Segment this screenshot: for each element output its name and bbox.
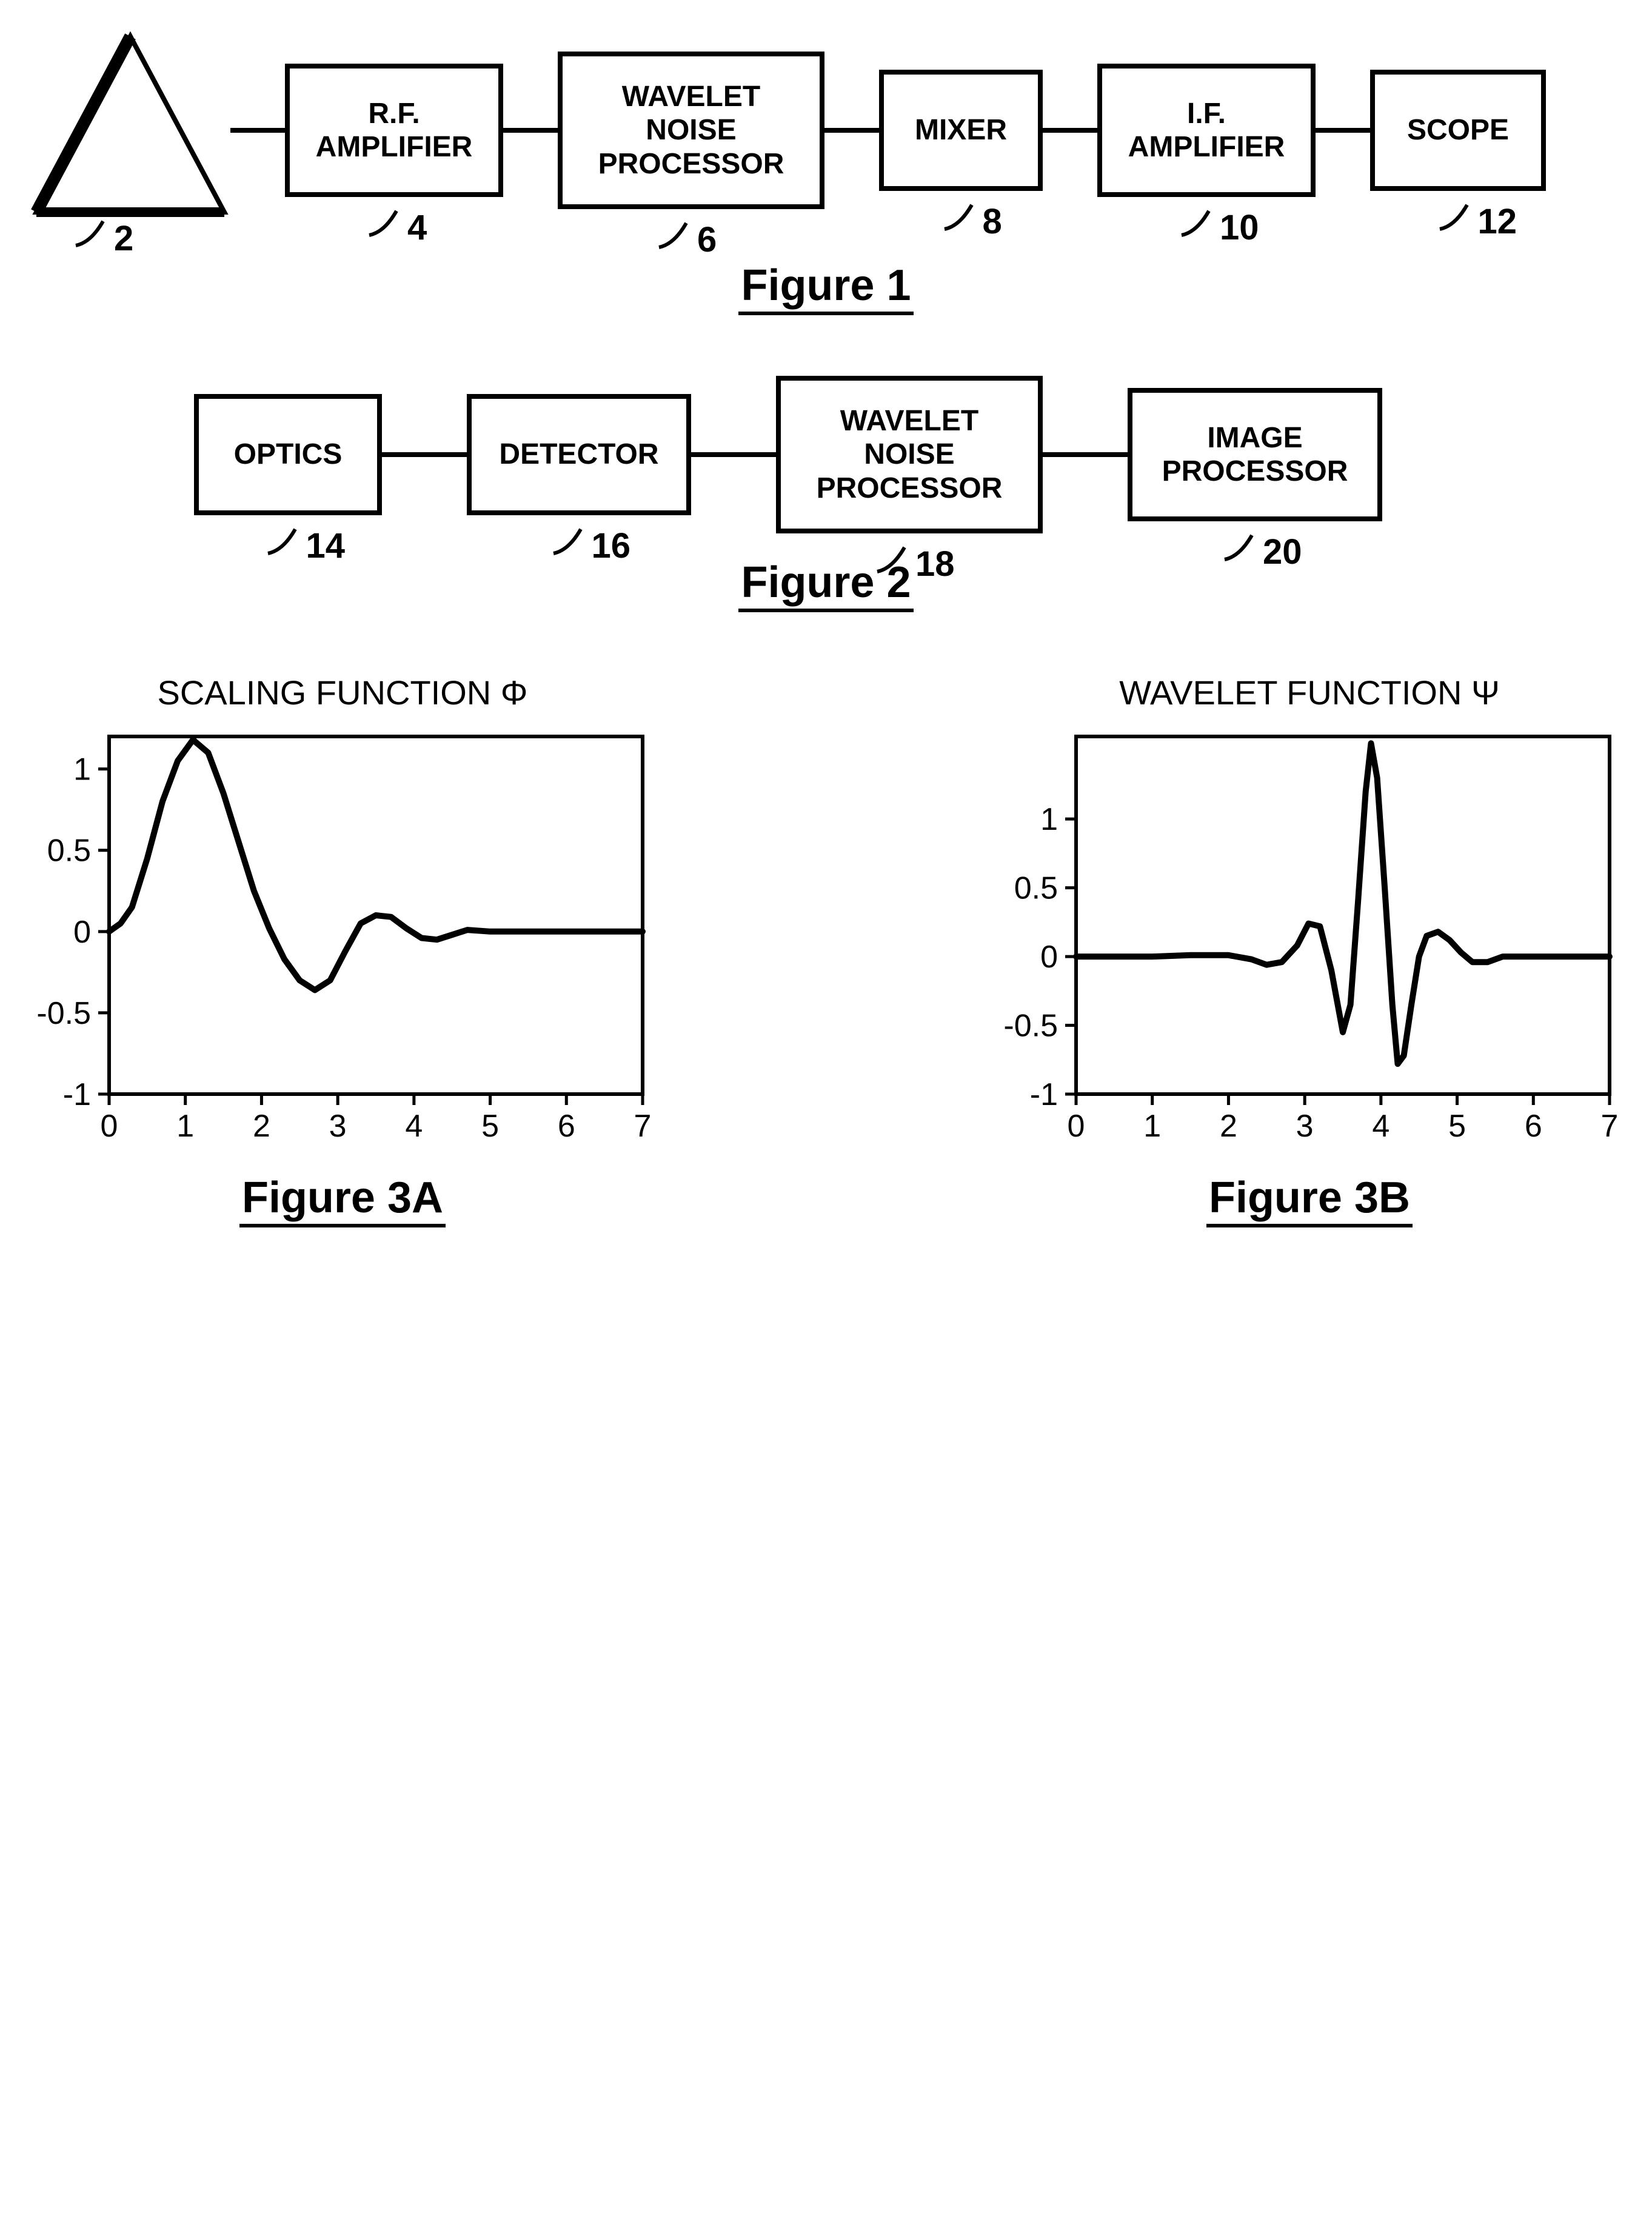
chart-3a-container: SCALING FUNCTION Φ 0 1 2 3 4 5 6 7 -1 -0.5 0 0.5 1 F… (24, 673, 661, 1227)
figure-label-text: Figure 3A (239, 1173, 446, 1227)
ref-number: 10 (1220, 208, 1259, 249)
svg-text:7: 7 (634, 1109, 652, 1144)
block-wavelet-noise-processor: WAVELETNOISEPROCESSOR18 (776, 376, 1043, 533)
svg-text:-0.5: -0.5 (36, 996, 91, 1031)
ref-number: 8 (983, 202, 1002, 242)
figure-2-section: OPTICS14DETECTOR16WAVELETNOISEPROCESSOR1… (24, 376, 1628, 612)
svg-text:6: 6 (1525, 1109, 1542, 1144)
ref-number: 12 (1478, 202, 1517, 242)
svg-text:6: 6 (558, 1109, 575, 1144)
connector (1043, 452, 1128, 457)
svg-text:0: 0 (1068, 1109, 1085, 1144)
block-label: WAVELETNOISEPROCESSOR (598, 80, 784, 181)
block-scope: SCOPE12 (1370, 70, 1546, 191)
svg-text:1: 1 (73, 752, 91, 787)
block-label: DETECTOR (499, 438, 658, 471)
block-i-f-amplifier: I.F.AMPLIFIER10 (1097, 64, 1316, 197)
block-label: IMAGEPROCESSOR (1162, 421, 1348, 488)
connector (824, 128, 879, 133)
svg-text:1: 1 (1040, 802, 1058, 837)
block-label: I.F.AMPLIFIER (1128, 97, 1285, 164)
connector (691, 452, 776, 457)
chart-3b-title: WAVELET FUNCTION Ψ (1119, 673, 1500, 712)
svg-text:1: 1 (1143, 1109, 1161, 1144)
figure-1-section: 2 R.F.AMPLIFIER4WAVELETNOISEPROCESSOR6MI… (24, 24, 1628, 315)
ref-number: 14 (306, 526, 346, 567)
block-ref-label: 20 (1222, 532, 1302, 573)
chart-3b-plot: 0 1 2 3 4 5 6 7 -1 -0.5 0 0.5 1 (991, 718, 1628, 1155)
block-image-processor: IMAGEPROCESSOR20 (1128, 388, 1382, 521)
svg-text:-0.5: -0.5 (1003, 1009, 1058, 1044)
block-ref-label: 14 (265, 526, 346, 567)
connector (382, 452, 467, 457)
svg-text:3: 3 (1296, 1109, 1314, 1144)
block-ref-label: 12 (1437, 202, 1517, 242)
block-ref-label: 18 (874, 544, 955, 585)
block-r-f-amplifier: R.F.AMPLIFIER4 (285, 64, 503, 197)
block-optics: OPTICS14 (194, 394, 382, 515)
figure-2-diagram: OPTICS14 DETECTOR16 WAVELETNOISEPROCESSOR1… (194, 376, 1628, 533)
svg-text:5: 5 (1448, 1109, 1466, 1144)
svg-text:0: 0 (101, 1109, 118, 1144)
block-label: MIXER (915, 113, 1007, 147)
svg-text:-1: -1 (63, 1077, 91, 1112)
block-ref-label: 4 (366, 208, 427, 249)
svg-text:0: 0 (1040, 940, 1058, 975)
block-ref-label: 10 (1179, 208, 1259, 249)
svg-text:-1: -1 (1030, 1077, 1058, 1112)
block-wavelet-noise-processor: WAVELETNOISEPROCESSOR6 (558, 52, 824, 209)
block-detector: DETECTOR16 (467, 394, 691, 515)
connector (1043, 128, 1097, 133)
block-mixer: MIXER8 (879, 70, 1043, 191)
block-label: SCOPE (1407, 113, 1509, 147)
block-ref-label: 8 (941, 202, 1002, 242)
antenna-ref-label: 2 (73, 218, 133, 259)
block-label: WAVELETNOISEPROCESSOR (817, 404, 1003, 505)
figure-label-text: Figure 1 (738, 261, 913, 315)
svg-text:4: 4 (1372, 1109, 1389, 1144)
svg-text:4: 4 (405, 1109, 423, 1144)
svg-text:2: 2 (1220, 1109, 1237, 1144)
antenna-icon (24, 24, 236, 236)
charts-row: SCALING FUNCTION Φ 0 1 2 3 4 5 6 7 -1 -0.5 0 0.5 1 F… (24, 673, 1628, 1227)
ref-number: 4 (407, 208, 427, 249)
figure-3a-label: Figure 3A (239, 1173, 446, 1227)
chart-3a-plot: 0 1 2 3 4 5 6 7 -1 -0.5 0 0.5 1 (24, 718, 661, 1155)
connector (1316, 128, 1370, 133)
block-label: OPTICS (234, 438, 343, 471)
svg-text:0.5: 0.5 (1014, 871, 1058, 906)
ref-number: 18 (915, 544, 955, 585)
svg-text:7: 7 (1601, 1109, 1619, 1144)
block-ref-label: 16 (550, 526, 631, 567)
figure-3b-label: Figure 3B (1206, 1173, 1413, 1227)
ref-number: 2 (114, 218, 133, 259)
svg-text:0.5: 0.5 (47, 833, 91, 869)
connector (503, 128, 558, 133)
block-ref-label: 6 (656, 220, 717, 261)
svg-text:2: 2 (253, 1109, 270, 1144)
antenna-symbol: 2 (24, 24, 236, 236)
figure-1-label: Figure 1 (24, 261, 1628, 315)
figure-1-diagram: 2 R.F.AMPLIFIER4 WAVELETNOISEPROCESSOR6 MI… (24, 24, 1628, 236)
svg-text:5: 5 (481, 1109, 499, 1144)
ref-number: 16 (592, 526, 631, 567)
block-label: R.F.AMPLIFIER (316, 97, 473, 164)
chart-3b-container: WAVELET FUNCTION Ψ 0 1 2 3 4 5 6 7 -1 -0.5 0 0.5 1 F… (991, 673, 1628, 1227)
svg-text:1: 1 (176, 1109, 194, 1144)
figure-label-text: Figure 3B (1206, 1173, 1413, 1227)
svg-text:0: 0 (73, 915, 91, 950)
svg-text:3: 3 (329, 1109, 347, 1144)
ref-number: 6 (697, 220, 717, 261)
chart-3a-title: SCALING FUNCTION Φ (158, 673, 528, 712)
ref-number: 20 (1263, 532, 1302, 573)
connector (230, 128, 285, 133)
